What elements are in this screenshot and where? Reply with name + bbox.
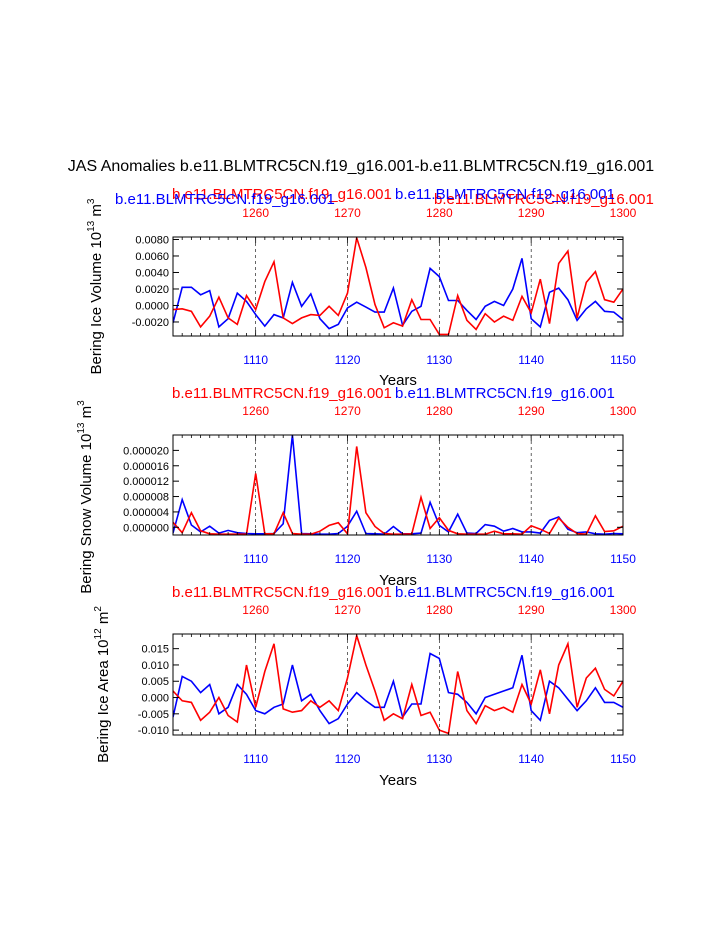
x-tick-label-blue: 1140 (518, 552, 544, 566)
y-tick-label: 0.000008 (123, 492, 169, 504)
y-tick-label: 0.0080 (135, 234, 169, 246)
x-tick-label-red: 1270 (334, 206, 361, 220)
series-blue-line (173, 435, 623, 535)
x-tick-label-blue: 1130 (426, 353, 452, 367)
x-tick-label-blue: 1130 (426, 752, 452, 766)
x-tick-label-blue: 1140 (518, 353, 544, 367)
x-tick-label-red: 1260 (242, 404, 269, 418)
y-tick-label: 0.0060 (135, 251, 169, 263)
y-tick-label: 0.000016 (123, 461, 169, 473)
figure-title: JAS Anomalies b.e11.BLMTRC5CN.f19_g16.00… (68, 158, 655, 175)
y-tick-label: 0.015 (141, 644, 169, 656)
panel-snow-volume: 0.000000 0.000004 0.000008 0.000012 0.000016… (76, 385, 637, 594)
y-tick-label: -0.0020 (132, 317, 169, 329)
x-tick-label-blue: 1110 (243, 552, 268, 566)
series-blue-line (173, 652, 623, 725)
x-tick-label-blue: 1150 (610, 752, 636, 766)
x-tick-label-blue: 1120 (335, 353, 361, 367)
y-tick-label: 0.000020 (123, 445, 169, 457)
case-label-red: b.e11.BLMTRC5CN.f19_g16.001 (172, 186, 392, 203)
plot-frame (172, 633, 624, 736)
series-red-line (173, 237, 623, 336)
series-red-line (173, 446, 623, 535)
x-tick-label-blue: 1130 (426, 552, 452, 566)
x-tick-label-red: 1270 (334, 603, 361, 617)
x-tick-label-red: 1260 (242, 603, 269, 617)
x-tick-label-red: 1290 (518, 603, 545, 617)
x-tick-label-blue: 1120 (335, 552, 361, 566)
panel-ice-area: -0.010 -0.005 0.000 0.005 0.010 0.015 1110 1120… (93, 584, 637, 789)
x-tick-label-blue: 1140 (518, 752, 544, 766)
x-tick-label-red: 1270 (334, 404, 361, 418)
x-axis-title: Years (379, 572, 417, 589)
y-tick-label: 0.0020 (135, 284, 169, 296)
x-tick-label-blue: 1110 (243, 752, 268, 766)
plot-frame (172, 434, 624, 536)
x-axis-title: Years (379, 372, 417, 389)
x-tick-label-red: 1300 (610, 206, 637, 220)
series-blue-line (173, 258, 623, 330)
case-label-blue: b.e11.BLMTRC5CN.f19_g16.001 (395, 385, 615, 402)
case-label-blue: b.e11.BLMTRC5CN.f19_g16.001 (395, 584, 615, 601)
y-tick-label: -0.005 (138, 709, 169, 721)
y-tick-label: 0.000 (141, 693, 169, 705)
case-label-red: b.e11.BLMTRC5CN.f19_g16.001 (172, 385, 392, 402)
case-label-red-2: b.e11.BLMTRC5CN.f19_g16.001 (434, 191, 654, 208)
y-tick-label: 0.005 (141, 676, 169, 688)
x-tick-label-red: 1300 (610, 404, 637, 418)
y-tick-label: 0.0000 (135, 300, 169, 312)
y-tick-label: 0.000000 (123, 522, 169, 534)
x-tick-label-red: 1280 (426, 603, 453, 617)
y-axis-title: Bering Ice Area 1012 m2 (93, 606, 112, 763)
x-tick-label-red: 1280 (426, 404, 453, 418)
y-tick-label: 0.000012 (123, 476, 169, 488)
y-axis-title: Bering Ice Volume 1013 m3 (86, 198, 105, 374)
x-tick-label-blue: 1120 (335, 752, 361, 766)
x-tick-label-red: 1300 (610, 603, 637, 617)
y-tick-label: 0.000004 (123, 507, 169, 519)
panel-ice-volume: -0.0020 0.0000 0.0020 0.0040 0.0060 0.0080 111… (86, 186, 654, 389)
y-tick-label: 0.010 (141, 660, 169, 672)
x-tick-label-red: 1290 (518, 404, 545, 418)
x-tick-label-red: 1260 (242, 206, 269, 220)
x-tick-label-red: 1280 (426, 206, 453, 220)
plot-frame (172, 236, 624, 337)
x-tick-label-blue: 1110 (243, 353, 268, 367)
case-label-blue: b.e11.BLMTRC5CN.f19_g16.001 (115, 191, 335, 208)
x-axis-title: Years (379, 772, 417, 789)
x-tick-label-blue: 1150 (610, 552, 636, 566)
x-tick-label-blue: 1150 (610, 353, 636, 367)
y-axis-title: Bering Snow Volume 1013 m3 (76, 400, 95, 594)
y-tick-label: 0.0040 (135, 267, 169, 279)
series-red-line (173, 634, 623, 735)
y-tick-label: -0.010 (138, 725, 169, 737)
case-label-blue-2: b.e11.BLMTRC5CN.f19_g16.001 (395, 186, 615, 203)
x-tick-label-red: 1290 (518, 206, 545, 220)
case-label-red: b.e11.BLMTRC5CN.f19_g16.001 (172, 584, 392, 601)
